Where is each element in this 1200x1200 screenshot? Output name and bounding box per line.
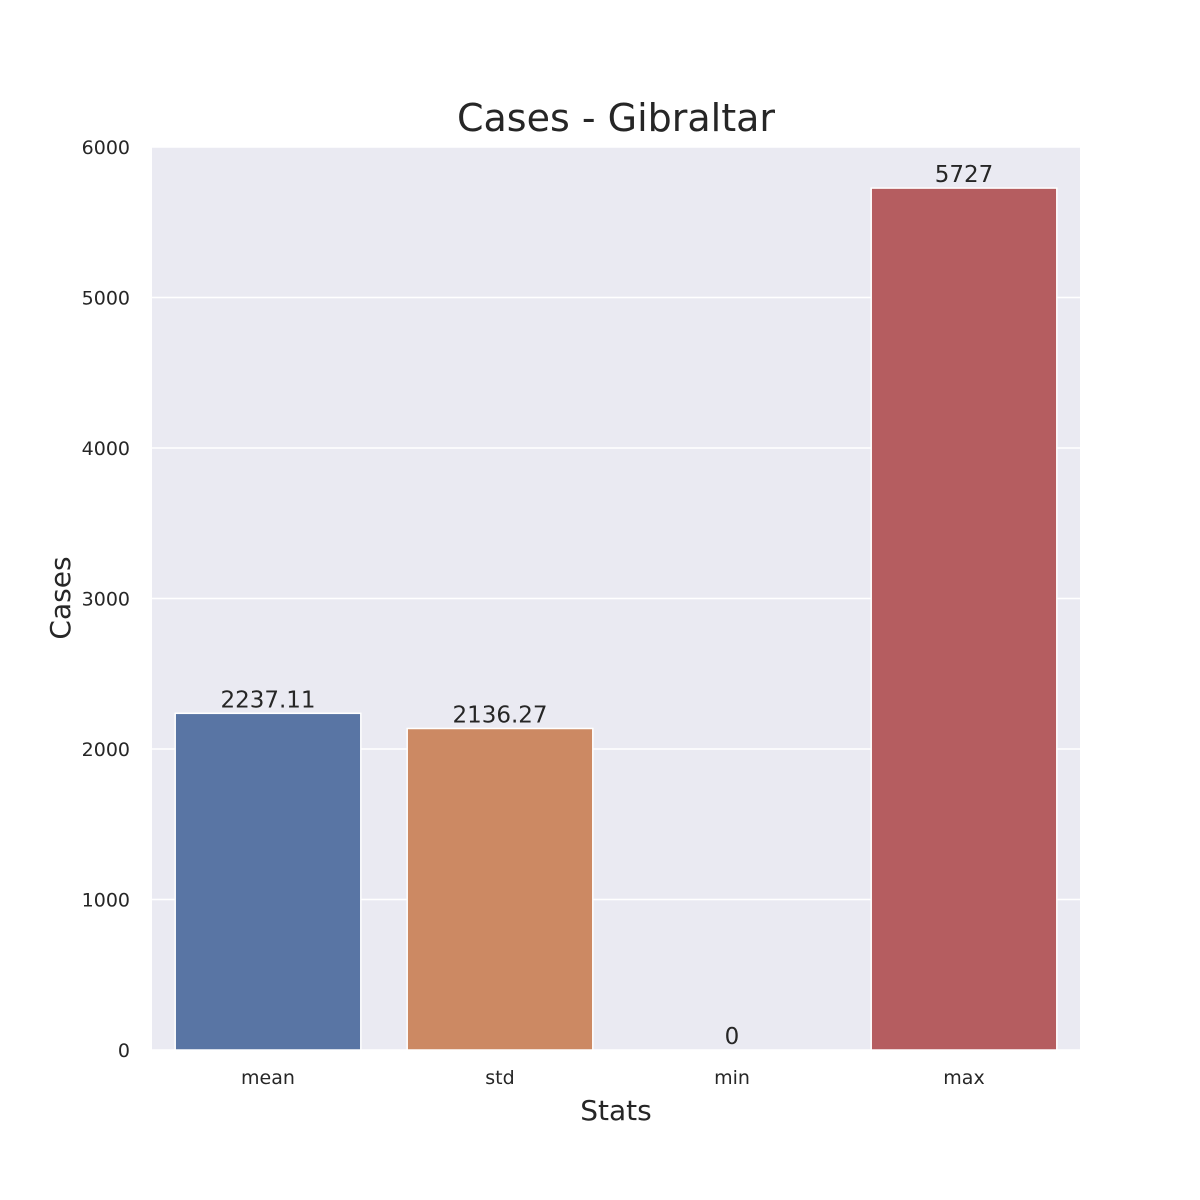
data-label-mean: 2237.11 <box>220 687 315 713</box>
bar-std <box>406 727 594 1051</box>
bars <box>174 187 1058 1051</box>
y-tick-label: 2000 <box>82 739 130 761</box>
y-axis-ticks: 0 1000 2000 3000 4000 5000 6000 <box>82 137 130 1062</box>
x-axis-ticks: mean std min max <box>241 1067 985 1089</box>
y-tick-label: 1000 <box>82 890 130 912</box>
x-tick-label-max: max <box>943 1067 984 1089</box>
y-tick-label: 5000 <box>82 288 130 310</box>
data-label-max: 5727 <box>935 162 994 188</box>
x-tick-label-std: std <box>485 1067 514 1089</box>
chart-title: Cases - Gibraltar <box>457 96 775 140</box>
data-label-min: 0 <box>725 1024 740 1050</box>
data-labels: 2237.11 2136.27 0 5727 <box>220 162 993 1050</box>
bar-mean <box>174 712 362 1051</box>
y-tick-label: 0 <box>118 1040 130 1062</box>
bar-max <box>870 187 1058 1051</box>
x-axis-label: Stats <box>580 1094 651 1127</box>
y-tick-label: 4000 <box>82 438 130 460</box>
y-axis-label: Cases <box>44 556 77 639</box>
data-label-std: 2136.27 <box>452 702 547 728</box>
x-tick-label-mean: mean <box>241 1067 295 1089</box>
x-tick-label-min: min <box>714 1067 750 1089</box>
y-tick-label: 6000 <box>82 137 130 159</box>
y-tick-label: 3000 <box>82 589 130 611</box>
